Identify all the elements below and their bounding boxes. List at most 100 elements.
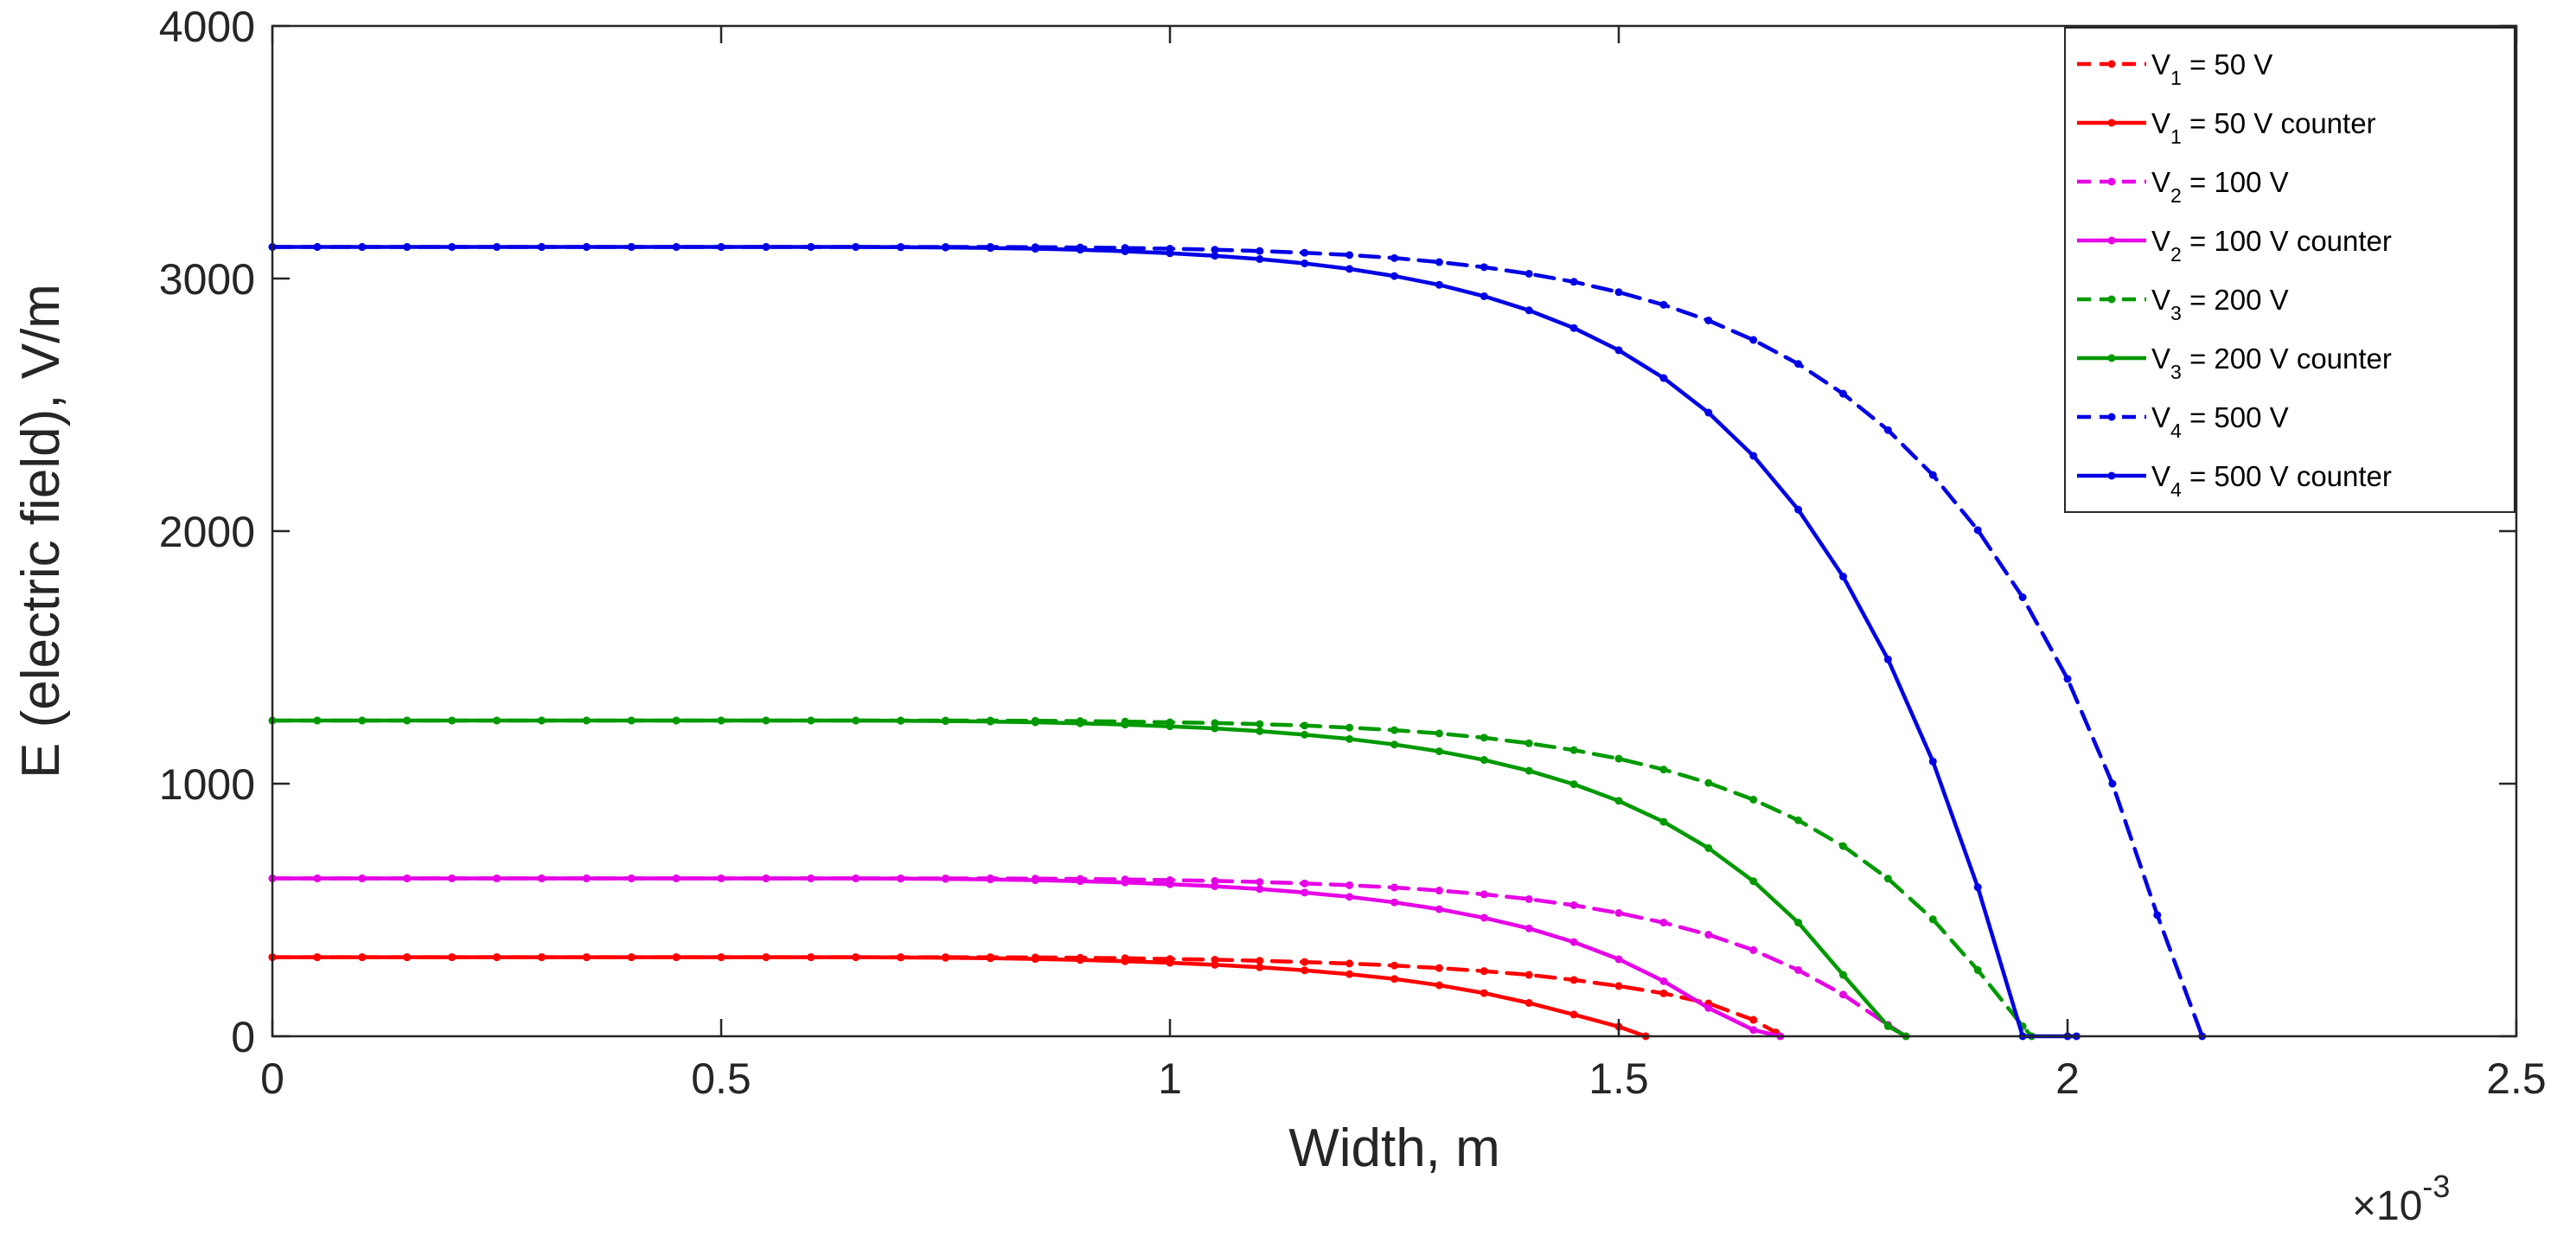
- data-point: [1839, 842, 1847, 850]
- legend-entry: V2 = 100 V: [2077, 166, 2289, 207]
- y-axis-label: E (electric field), V/m: [11, 284, 71, 778]
- series-line: [270, 718, 1908, 1039]
- data-point: [1569, 938, 1578, 946]
- data-point: [1525, 766, 1533, 775]
- data-point: [1659, 817, 1668, 826]
- legend-label-main: V: [2151, 48, 2170, 80]
- x-tick-label: 1: [1158, 1054, 1182, 1103]
- legend-label-main: V: [2151, 401, 2170, 433]
- data-point: [897, 953, 905, 962]
- data-point: [1480, 292, 1488, 300]
- legend-label-rest: = 100 V: [2182, 166, 2289, 198]
- legend-label: V2 = 100 V counter: [2151, 225, 2392, 266]
- data-point: [1569, 1010, 1578, 1019]
- legend-label-rest: = 100 V counter: [2182, 225, 2392, 257]
- data-point: [1614, 797, 1623, 805]
- y-tick-label: 1000: [159, 760, 255, 809]
- data-point: [807, 875, 815, 882]
- data-point: [1076, 246, 1084, 254]
- data-point: [1525, 306, 1533, 315]
- data-point: [358, 716, 367, 725]
- data-point: [313, 716, 322, 725]
- x-tick-label: 1.5: [1588, 1054, 1649, 1103]
- data-point: [1076, 956, 1084, 964]
- data-point: [807, 953, 815, 962]
- data-point: [582, 953, 591, 962]
- data-point: [1614, 754, 1623, 763]
- data-point: [493, 953, 501, 962]
- data-point: [1211, 724, 1219, 733]
- legend-entry: V1 = 50 V: [2077, 48, 2272, 89]
- data-point: [1346, 881, 1354, 889]
- data-point: [762, 875, 770, 882]
- data-point: [1569, 324, 1578, 332]
- data-point: [2063, 675, 2072, 683]
- data-point: [1480, 989, 1488, 997]
- data-point: [986, 717, 994, 726]
- data-point: [1749, 945, 1758, 954]
- data-point: [1973, 965, 1982, 974]
- data-point: [1839, 389, 1847, 398]
- data-point: [1211, 246, 1219, 254]
- data-point: [1883, 655, 1892, 663]
- data-point: [1256, 963, 1264, 971]
- data-point: [852, 875, 860, 882]
- series-2: [268, 953, 1650, 1041]
- data-point: [807, 243, 815, 251]
- legend-entry: V1 = 50 V counter: [2077, 107, 2376, 148]
- legend-label-main: V: [2151, 166, 2170, 198]
- data-point: [1839, 990, 1847, 999]
- data-point: [717, 716, 725, 725]
- data-point: [1749, 877, 1758, 886]
- data-point: [2153, 911, 2162, 919]
- data-point: [1839, 971, 1847, 979]
- data-point: [403, 953, 412, 962]
- legend-label-rest: = 500 V: [2182, 401, 2289, 433]
- data-point: [1525, 269, 1533, 278]
- data-point: [627, 243, 636, 251]
- legend-label: V1 = 50 V counter: [2151, 107, 2376, 148]
- data-point: [1839, 573, 1847, 581]
- legend-marker: [2107, 295, 2116, 304]
- data-point: [1301, 259, 1309, 267]
- data-point: [1211, 252, 1219, 260]
- legend-label-subscript: 2: [2170, 184, 2182, 207]
- data-point: [1794, 505, 1803, 514]
- y-tick-label: 4000: [159, 3, 255, 51]
- legend-label-subscript: 4: [2170, 420, 2182, 442]
- data-point: [1121, 957, 1129, 965]
- data-point: [493, 243, 501, 251]
- data-point: [582, 243, 591, 251]
- data-point: [403, 243, 412, 251]
- data-point: [1166, 249, 1174, 258]
- legend-label-main: V: [2151, 343, 2170, 375]
- legend-entry: V2 = 100 V counter: [2077, 225, 2392, 266]
- data-point: [1256, 247, 1264, 255]
- data-point: [1614, 982, 1623, 990]
- data-point: [1166, 880, 1174, 888]
- legend-label-main: V: [2151, 284, 2170, 316]
- data-point: [942, 953, 949, 962]
- data-point: [537, 953, 546, 962]
- data-point: [493, 875, 501, 882]
- data-point: [1794, 816, 1803, 824]
- data-point: [1749, 452, 1758, 460]
- data-point: [403, 716, 412, 725]
- data-point: [897, 243, 905, 252]
- data-point: [1390, 740, 1398, 749]
- data-point: [1480, 967, 1488, 976]
- data-point: [1569, 746, 1578, 754]
- data-point: [1031, 955, 1039, 964]
- data-point: [358, 875, 367, 882]
- data-point: [537, 875, 546, 882]
- legend-label: V4 = 500 V: [2151, 401, 2289, 442]
- data-point: [1435, 747, 1443, 756]
- data-point: [672, 953, 681, 962]
- data-point: [1659, 919, 1668, 927]
- legend-label-subscript: 1: [2170, 67, 2182, 89]
- data-point: [1256, 878, 1264, 887]
- data-point: [1211, 960, 1219, 969]
- data-point: [942, 243, 949, 252]
- data-point: [1614, 346, 1623, 355]
